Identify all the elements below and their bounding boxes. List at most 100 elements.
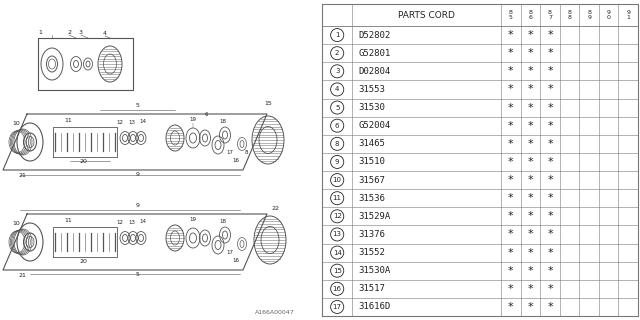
Text: 5: 5	[335, 105, 339, 111]
Text: *: *	[527, 302, 533, 312]
Text: 9: 9	[136, 172, 140, 177]
Text: *: *	[547, 121, 553, 131]
Text: 21: 21	[18, 173, 26, 178]
Text: *: *	[508, 302, 514, 312]
Text: *: *	[527, 157, 533, 167]
Text: *: *	[508, 66, 514, 76]
Text: *: *	[527, 66, 533, 76]
Text: 13: 13	[129, 120, 136, 125]
Text: 14: 14	[140, 119, 147, 124]
Text: *: *	[547, 30, 553, 40]
Text: 18: 18	[220, 219, 227, 224]
Text: 9
0: 9 0	[607, 10, 611, 20]
Text: *: *	[547, 66, 553, 76]
Text: 9: 9	[136, 203, 140, 208]
Text: 31529A: 31529A	[358, 212, 390, 221]
Text: *: *	[527, 175, 533, 185]
Text: *: *	[508, 30, 514, 40]
Text: 31553: 31553	[358, 85, 385, 94]
Text: *: *	[508, 284, 514, 294]
Text: 13: 13	[333, 231, 342, 237]
Text: *: *	[547, 175, 553, 185]
Text: 9
1: 9 1	[626, 10, 630, 20]
Text: 14: 14	[333, 250, 342, 256]
Text: 11: 11	[64, 118, 72, 123]
Text: 15: 15	[264, 101, 272, 106]
Text: *: *	[547, 48, 553, 58]
Text: *: *	[527, 84, 533, 94]
Text: D02804: D02804	[358, 67, 390, 76]
Text: 6: 6	[204, 112, 208, 117]
Text: *: *	[547, 266, 553, 276]
Text: 2: 2	[335, 50, 339, 56]
Text: 31536: 31536	[358, 194, 385, 203]
Text: *: *	[547, 157, 553, 167]
Text: *: *	[547, 248, 553, 258]
Text: 3: 3	[335, 68, 339, 74]
Text: *: *	[547, 302, 553, 312]
Text: *: *	[527, 229, 533, 239]
Text: 8
9: 8 9	[587, 10, 591, 20]
Text: *: *	[527, 48, 533, 58]
Text: 8
6: 8 6	[529, 10, 532, 20]
Text: *: *	[508, 84, 514, 94]
Text: 8
5: 8 5	[509, 10, 513, 20]
Text: 8: 8	[335, 141, 339, 147]
Text: *: *	[547, 211, 553, 221]
Text: 4: 4	[335, 86, 339, 92]
Text: 8
8: 8 8	[568, 10, 572, 20]
Text: *: *	[547, 229, 553, 239]
Text: *: *	[508, 211, 514, 221]
Text: *: *	[527, 121, 533, 131]
Text: *: *	[508, 248, 514, 258]
Text: 9: 9	[335, 159, 339, 165]
Text: *: *	[508, 121, 514, 131]
Text: 10: 10	[12, 121, 20, 126]
Text: 2: 2	[67, 30, 71, 35]
Text: 5: 5	[136, 272, 140, 277]
Text: 31530A: 31530A	[358, 266, 390, 275]
Text: *: *	[527, 284, 533, 294]
Text: PARTS CORD: PARTS CORD	[398, 11, 455, 20]
Text: 11: 11	[64, 218, 72, 223]
Text: *: *	[508, 175, 514, 185]
Text: 17: 17	[333, 304, 342, 310]
Text: 31552: 31552	[358, 248, 385, 257]
Text: 31376: 31376	[358, 230, 385, 239]
Text: *: *	[527, 248, 533, 258]
Text: *: *	[527, 139, 533, 149]
Text: 1: 1	[335, 32, 339, 38]
Text: G52801: G52801	[358, 49, 390, 58]
Text: *: *	[547, 284, 553, 294]
Text: *: *	[508, 48, 514, 58]
Text: 6: 6	[335, 123, 339, 129]
Text: 31567: 31567	[358, 176, 385, 185]
Text: *: *	[547, 193, 553, 203]
Text: 16: 16	[232, 258, 239, 263]
Text: 19: 19	[189, 217, 196, 222]
Text: 10: 10	[333, 177, 342, 183]
Text: 4: 4	[103, 31, 107, 36]
Text: 15: 15	[333, 268, 342, 274]
Text: *: *	[547, 103, 553, 113]
Text: 18: 18	[220, 119, 227, 124]
Text: 10: 10	[12, 221, 20, 226]
Text: *: *	[508, 229, 514, 239]
Text: 14: 14	[140, 219, 147, 224]
Text: 16: 16	[232, 158, 239, 163]
Text: 17: 17	[227, 150, 234, 155]
Text: *: *	[547, 139, 553, 149]
Text: *: *	[508, 266, 514, 276]
Text: D52802: D52802	[358, 31, 390, 40]
Text: *: *	[508, 103, 514, 113]
Text: 31517: 31517	[358, 284, 385, 293]
Text: *: *	[508, 193, 514, 203]
Text: 1: 1	[38, 30, 42, 35]
Text: *: *	[527, 211, 533, 221]
Text: *: *	[508, 157, 514, 167]
Text: 13: 13	[129, 220, 136, 225]
Text: 3: 3	[79, 30, 83, 35]
Text: 21: 21	[18, 273, 26, 278]
Text: *: *	[527, 103, 533, 113]
Text: 16: 16	[333, 286, 342, 292]
